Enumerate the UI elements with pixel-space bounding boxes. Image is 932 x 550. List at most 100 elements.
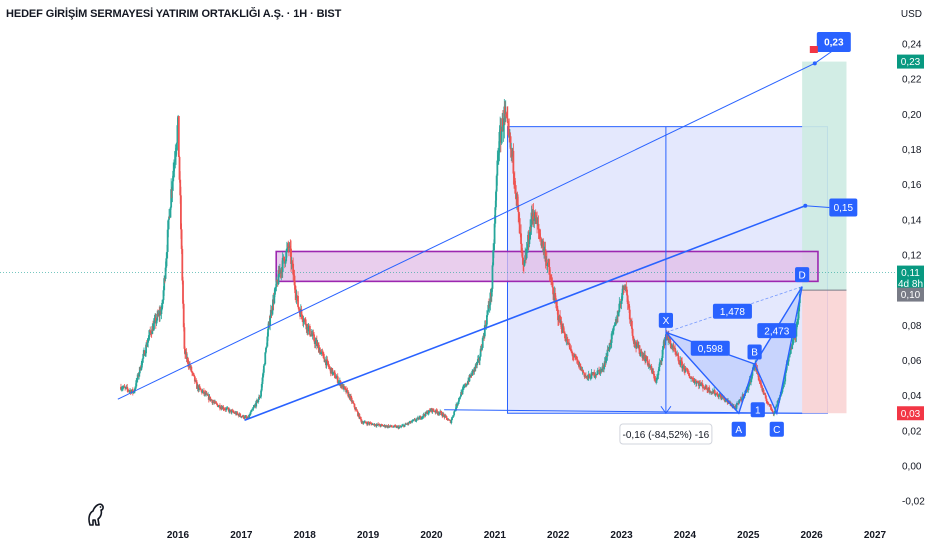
candle-body — [738, 399, 741, 404]
y-tick-label: 0,04 — [902, 391, 922, 402]
price-badge-countdown — [897, 276, 924, 291]
pattern-point-a: A — [731, 421, 746, 437]
candle-body — [201, 391, 204, 393]
trend-line — [244, 205, 806, 422]
candle-body — [352, 401, 354, 404]
candle-body — [555, 303, 558, 306]
candle-body — [677, 355, 680, 362]
candle-body — [520, 243, 523, 251]
candle-body — [381, 424, 384, 426]
candle-body — [455, 404, 458, 410]
candle-body — [174, 156, 177, 162]
pattern-ratio-label-box — [690, 340, 730, 356]
trend-callout-box — [829, 198, 858, 217]
candle-body — [693, 380, 696, 383]
candle-body — [123, 386, 126, 388]
candle-body — [719, 394, 722, 396]
candle-body — [185, 352, 188, 359]
candle-body — [563, 332, 566, 334]
candle-body — [422, 414, 425, 417]
candle-body — [538, 229, 541, 234]
candle-body — [358, 413, 361, 419]
candle-body — [566, 339, 569, 345]
candle-body — [509, 136, 512, 149]
candle-body — [283, 256, 285, 261]
candle-body — [775, 406, 778, 408]
candle-body — [705, 385, 708, 389]
candle-body — [503, 106, 506, 126]
candle-body — [173, 161, 176, 165]
candle-body — [257, 399, 260, 403]
candle-body — [281, 257, 284, 273]
candle-body — [451, 417, 453, 420]
candle-body — [766, 400, 768, 404]
pattern-point-d: D — [795, 267, 810, 283]
candle-body — [649, 366, 651, 368]
candle-body — [684, 368, 687, 372]
candle-body — [652, 371, 655, 374]
candle-body — [718, 395, 720, 397]
candle-body — [540, 238, 543, 246]
candle-body — [506, 116, 509, 119]
candle-body — [764, 393, 766, 396]
pattern-point-c-text: C — [773, 425, 780, 436]
candle-body — [259, 396, 262, 398]
candle-body — [331, 368, 334, 375]
candle-body — [414, 419, 417, 421]
candle-body — [526, 247, 529, 249]
candle-body — [528, 239, 531, 245]
candle-body — [440, 411, 443, 416]
pattern-point-a-text: A — [735, 425, 742, 436]
candle-body — [585, 376, 588, 378]
candle-body — [603, 361, 606, 367]
candle-body — [380, 424, 382, 427]
candle-body — [571, 351, 573, 354]
pattern-point-x-text: X — [663, 316, 670, 327]
candle-body — [325, 359, 328, 366]
long-position-stop-zone — [802, 290, 847, 414]
candle-body — [736, 403, 739, 405]
y-tick-label: 0,22 — [902, 75, 922, 86]
candle-body — [343, 386, 346, 388]
candle-body — [449, 420, 451, 421]
candle-body — [672, 345, 675, 349]
currency-label[interactable]: USD — [900, 9, 922, 20]
candle-body — [335, 377, 338, 379]
candle-body — [695, 381, 698, 384]
candle-body — [494, 207, 497, 224]
candle-body — [161, 300, 164, 303]
price-badge-stop — [897, 406, 924, 421]
candle-body — [603, 366, 605, 369]
candle-body — [479, 356, 481, 361]
candle-body — [277, 270, 280, 285]
candle-body — [398, 426, 400, 429]
tradingview-logo-icon[interactable] — [84, 499, 108, 532]
candle-body — [200, 389, 203, 391]
candle-body — [155, 320, 158, 324]
candle-body — [488, 304, 491, 307]
candle-body — [588, 374, 591, 376]
candle-body — [168, 216, 170, 220]
candle-body — [120, 386, 122, 390]
candle-body — [195, 380, 198, 383]
candle-body — [536, 217, 538, 224]
candle-body — [784, 373, 787, 382]
candle-body — [557, 309, 559, 321]
price-badge-countdown-text: 4d 8h — [898, 279, 923, 290]
candle-body — [243, 418, 246, 419]
candle-body — [788, 354, 791, 356]
candle-body — [621, 285, 624, 293]
candle-body — [127, 389, 129, 391]
candle-body — [486, 311, 489, 316]
candle-body — [180, 195, 182, 230]
candle-body — [635, 342, 638, 348]
candle-body — [621, 292, 624, 301]
candle-body — [241, 416, 244, 418]
candle-body — [222, 406, 225, 410]
candle-body — [708, 387, 711, 393]
candle-body — [513, 173, 515, 179]
candle-body — [160, 309, 163, 315]
candle-body — [408, 422, 411, 424]
candle-body — [614, 324, 617, 326]
